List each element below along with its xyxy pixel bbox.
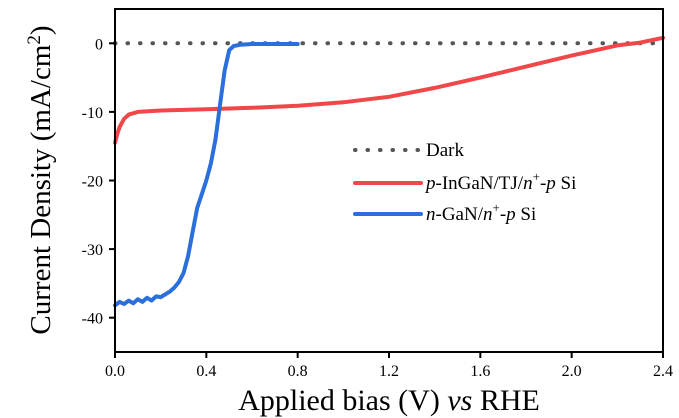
x-tick-label-5: 2.0 [562,363,582,380]
x-axis-title: Applied bias (V) vs RHE [238,384,540,417]
x-tick-label-3: 1.2 [379,363,399,380]
legend-label-0: Dark [426,140,464,161]
series-layer [113,35,665,308]
y-tick-label-0: 0 [95,36,103,53]
series-line-1 [113,35,665,145]
x-tick-label-0: 0.0 [105,363,125,380]
y-tick-label-1: -10 [82,105,103,122]
x-tick-label-6: 2.4 [653,363,673,380]
legend-label-2: n-GaN/n+-p Si [426,200,536,225]
y-tick-label-2: -20 [82,174,103,191]
x-tick-label-1: 0.4 [196,363,216,380]
ticks-layer: 0.0 0.4 0.8 1.2 1.6 2.0 2.4 0 -10 -20 -30 -40 [82,36,673,380]
y-axis-title: Current Density (mA/cm2) [24,25,58,334]
plot-background [115,9,663,352]
y-tick-label-4: -40 [82,311,103,328]
x-tick-label-4: 1.6 [470,363,490,380]
legend: Dark p-InGaN/TJ/n+-p Si n-GaN/n+-p Si [353,140,576,225]
x-tick-label-2: 0.8 [288,363,308,380]
legend-label-1: p-InGaN/TJ/n+-p Si [424,169,576,194]
y-tick-label-3: -30 [82,242,103,259]
series-line-2 [113,42,300,308]
